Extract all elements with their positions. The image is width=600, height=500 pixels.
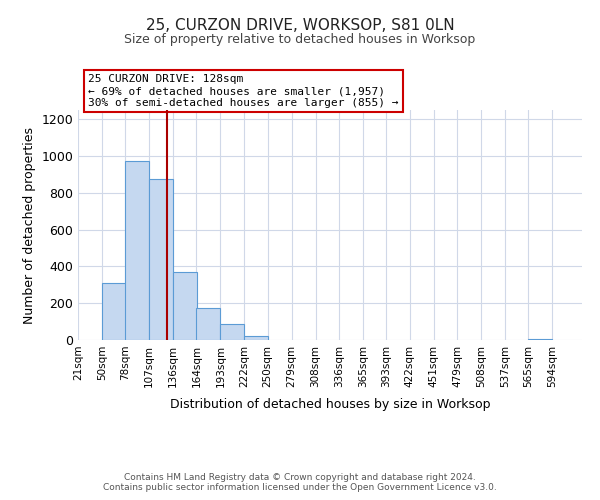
Y-axis label: Number of detached properties: Number of detached properties — [23, 126, 36, 324]
Bar — [125, 160, 149, 340]
Bar — [173, 272, 197, 340]
Text: Size of property relative to detached houses in Worksop: Size of property relative to detached ho… — [124, 32, 476, 46]
Bar — [149, 179, 173, 340]
X-axis label: Distribution of detached houses by size in Worksop: Distribution of detached houses by size … — [170, 398, 490, 411]
Bar — [196, 308, 220, 340]
Bar — [102, 283, 126, 340]
Text: 25 CURZON DRIVE: 128sqm
← 69% of detached houses are smaller (1,957)
30% of semi: 25 CURZON DRIVE: 128sqm ← 69% of detache… — [88, 74, 398, 108]
Text: 25, CURZON DRIVE, WORKSOP, S81 0LN: 25, CURZON DRIVE, WORKSOP, S81 0LN — [146, 18, 454, 32]
Bar — [244, 336, 268, 340]
Bar — [528, 339, 552, 340]
Text: Contains HM Land Registry data © Crown copyright and database right 2024.
Contai: Contains HM Land Registry data © Crown c… — [103, 473, 497, 492]
Bar — [220, 324, 244, 340]
